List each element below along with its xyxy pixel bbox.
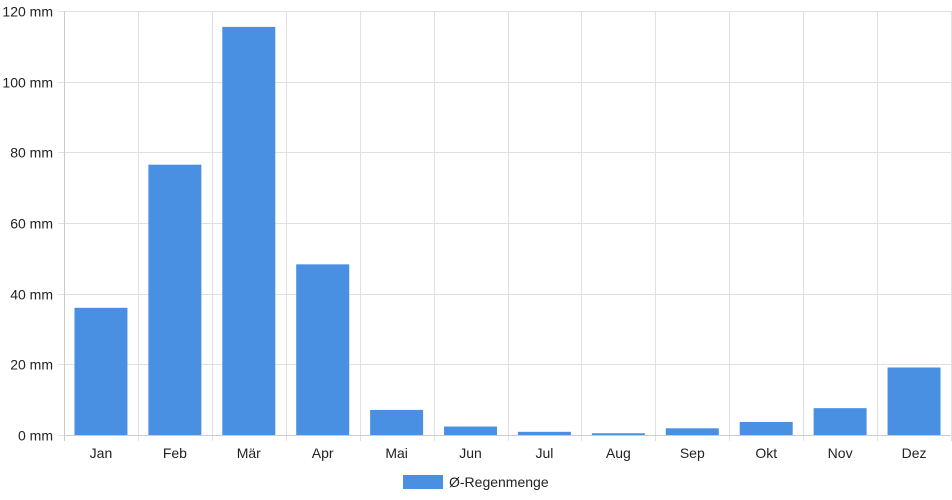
legend-swatch bbox=[403, 475, 443, 489]
bar-sep bbox=[665, 428, 719, 435]
bar-dez bbox=[887, 367, 941, 435]
y-tick-label: 80 mm bbox=[10, 145, 53, 161]
bar-mär bbox=[222, 26, 276, 436]
y-tick-label: 100 mm bbox=[2, 75, 53, 91]
x-tick-label: Apr bbox=[312, 445, 334, 461]
x-tick-label: Jan bbox=[90, 445, 113, 461]
x-tick-label: Jul bbox=[536, 445, 554, 461]
x-tick-label: Aug bbox=[606, 445, 631, 461]
y-tick-label: 40 mm bbox=[10, 287, 53, 303]
y-tick-label: 120 mm bbox=[2, 4, 53, 20]
bar-feb bbox=[148, 164, 202, 435]
y-tick-label: 0 mm bbox=[18, 428, 53, 444]
chart-legend: Ø-Regenmenge bbox=[403, 474, 549, 490]
bar-okt bbox=[739, 421, 793, 435]
bar-mai bbox=[370, 409, 424, 435]
legend-label: Ø-Regenmenge bbox=[449, 474, 549, 490]
bar-jun bbox=[444, 426, 498, 435]
bar-jul bbox=[517, 431, 571, 435]
x-tick-label: Feb bbox=[163, 445, 187, 461]
x-tick-label: Jun bbox=[459, 445, 482, 461]
x-tick-label: Sep bbox=[680, 445, 705, 461]
x-tick-label: Mär bbox=[237, 445, 261, 461]
x-tick-label: Nov bbox=[828, 445, 853, 461]
rainfall-bar-chart: 0 mm 20 mm 40 mm 60 mm 80 mm 100 mm 120 mm Jan F… bbox=[2, 4, 952, 461]
x-tick-label: Dez bbox=[902, 445, 927, 461]
x-tick-label: Okt bbox=[755, 445, 777, 461]
x-tick-label: Mai bbox=[385, 445, 408, 461]
bar-jan bbox=[74, 307, 128, 435]
bar-aug bbox=[591, 433, 645, 435]
y-tick-label: 20 mm bbox=[10, 357, 53, 373]
bar-apr bbox=[296, 264, 350, 435]
y-tick-label: 60 mm bbox=[10, 216, 53, 232]
bar-nov bbox=[813, 408, 867, 435]
